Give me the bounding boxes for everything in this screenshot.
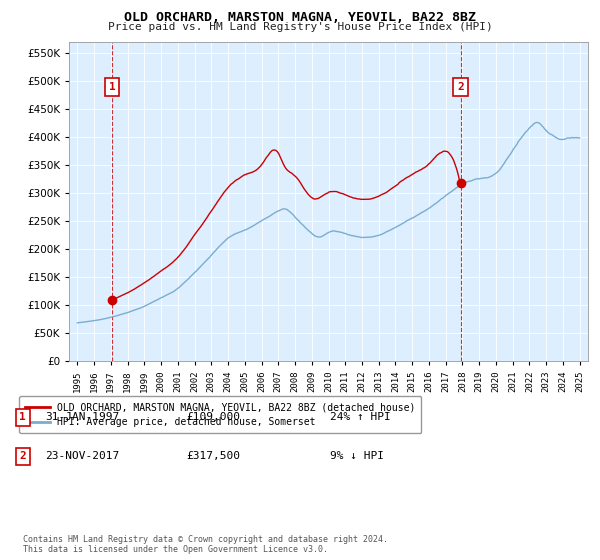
Text: 24% ↑ HPI: 24% ↑ HPI	[330, 412, 391, 422]
Text: OLD ORCHARD, MARSTON MAGNA, YEOVIL, BA22 8BZ: OLD ORCHARD, MARSTON MAGNA, YEOVIL, BA22…	[124, 11, 476, 24]
Text: 9% ↓ HPI: 9% ↓ HPI	[330, 451, 384, 461]
Legend: OLD ORCHARD, MARSTON MAGNA, YEOVIL, BA22 8BZ (detached house), HPI: Average pric: OLD ORCHARD, MARSTON MAGNA, YEOVIL, BA22…	[19, 396, 421, 433]
Text: £109,000: £109,000	[186, 412, 240, 422]
Text: 2: 2	[19, 451, 26, 461]
Text: 31-JAN-1997: 31-JAN-1997	[45, 412, 119, 422]
Text: £317,500: £317,500	[186, 451, 240, 461]
Text: 2: 2	[457, 82, 464, 92]
Text: 23-NOV-2017: 23-NOV-2017	[45, 451, 119, 461]
Text: 1: 1	[19, 412, 26, 422]
Text: Price paid vs. HM Land Registry's House Price Index (HPI): Price paid vs. HM Land Registry's House …	[107, 22, 493, 32]
Text: Contains HM Land Registry data © Crown copyright and database right 2024.
This d: Contains HM Land Registry data © Crown c…	[23, 535, 388, 554]
Text: 1: 1	[109, 82, 116, 92]
